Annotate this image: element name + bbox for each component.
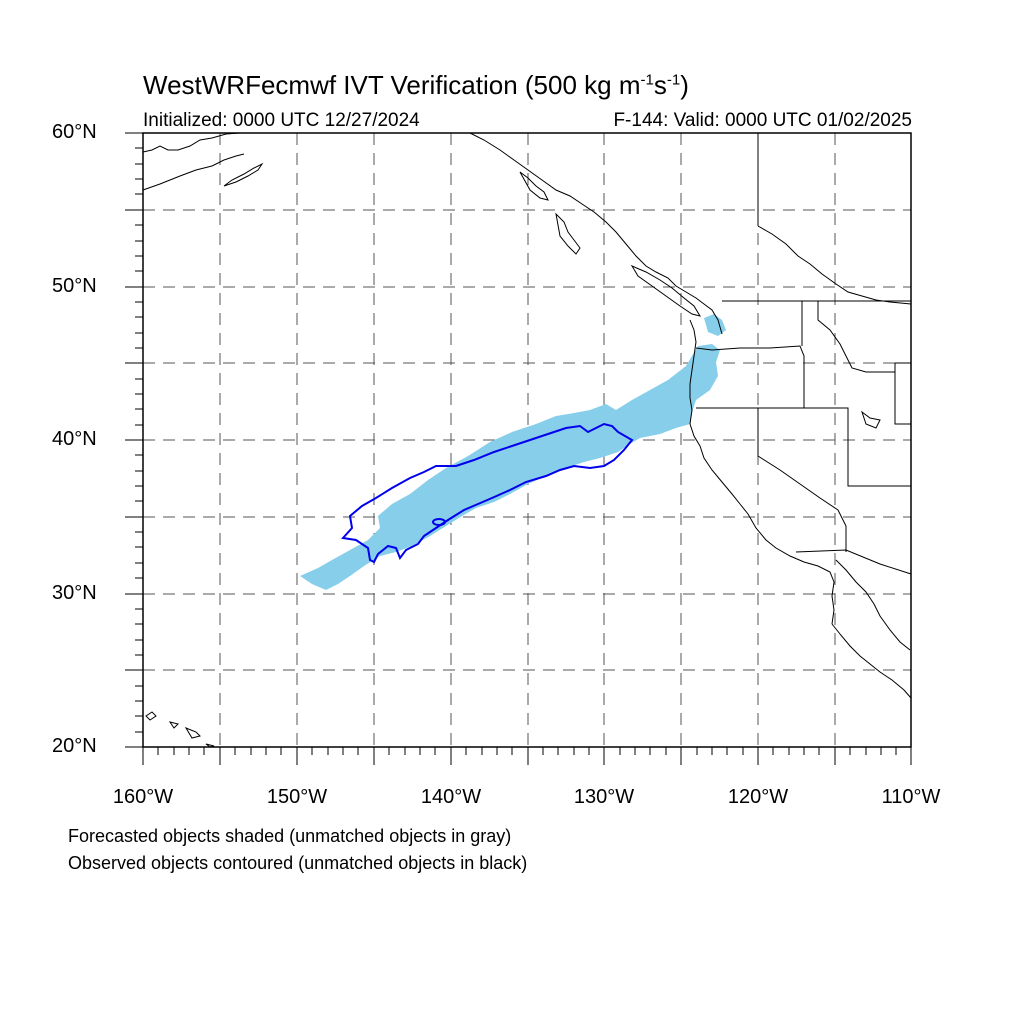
legend-observed-note: Observed objects contoured (unmatched ob… xyxy=(68,853,528,873)
lon-label-160w: 160°W xyxy=(112,786,174,808)
lon-label-110w: 110°W xyxy=(881,786,941,808)
coastlines xyxy=(142,132,912,748)
tick-marks xyxy=(125,132,912,765)
lat-label-40n: 40°N xyxy=(52,428,97,450)
lon-label-130w: 130°W xyxy=(573,786,635,808)
legend-forecast-note: Forecasted objects shaded (unmatched obj… xyxy=(68,826,512,846)
valid-time: F-144: Valid: 0000 UTC 01/02/2025 xyxy=(613,110,912,131)
title-main: WestWRFecmwf IVT Verification (500 kg m xyxy=(143,70,641,100)
lon-label-140w: 140°W xyxy=(420,786,482,808)
observed-object-contour xyxy=(341,422,634,564)
title-exponent-1: -1 xyxy=(640,71,654,89)
lat-label-30n: 30°N xyxy=(52,582,97,604)
lat-label-60n: 60°N xyxy=(52,121,97,143)
lat-label-20n: 20°N xyxy=(52,735,97,757)
title-end: ) xyxy=(680,70,689,100)
political-borders xyxy=(695,133,912,575)
title-mid: s xyxy=(653,70,667,100)
lon-label-150w: 150°W xyxy=(266,786,328,808)
forecast-object xyxy=(300,314,726,590)
lon-label-120w: 120°W xyxy=(727,786,789,808)
title-exponent-2: -1 xyxy=(666,71,681,89)
initialized-time: Initialized: 0000 UTC 12/27/2024 xyxy=(143,110,420,131)
map-title: WestWRFecmwf IVT Verification (500 kg m-… xyxy=(143,70,689,101)
lat-label-50n: 50°N xyxy=(52,275,97,297)
